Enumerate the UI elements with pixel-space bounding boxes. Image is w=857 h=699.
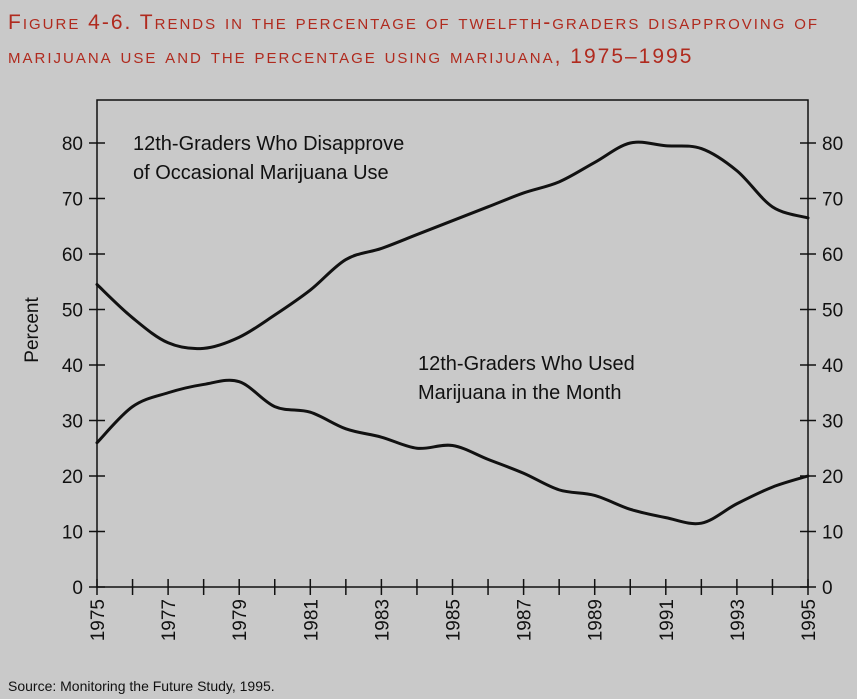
right-y-tick-label: 20	[822, 467, 843, 488]
y-axis-title: Percent	[22, 297, 43, 363]
left-y-tick-label: 50	[62, 301, 83, 322]
x-tick-label: 1987	[515, 599, 536, 641]
right-y-axis: 0 10 20 30 40 50 60 70 80	[800, 134, 843, 599]
left-y-tick-label: 10	[62, 523, 83, 544]
x-tick-label: 1993	[728, 599, 749, 641]
right-y-tick-label: 0	[822, 578, 833, 599]
right-y-tick-label: 30	[822, 412, 843, 433]
x-tick-label: 1975	[88, 599, 109, 641]
left-y-axis: 0 10 20 30 40 50 60 70 80	[62, 134, 105, 599]
left-y-tick-label: 0	[72, 578, 83, 599]
series-lines	[95, 140, 810, 526]
x-axis: 1975 1977 1979 1981 1983 1985 1987 1989 1991 1993…	[88, 579, 820, 641]
left-y-tick-label: 80	[62, 134, 83, 155]
x-tick-label: 1985	[444, 599, 465, 641]
used-series-line	[95, 378, 810, 526]
series-annotation-line: 12th-Graders Who Used	[418, 353, 635, 375]
right-y-tick-label: 10	[822, 523, 843, 544]
left-y-tick-label: 40	[62, 356, 83, 377]
x-tick-label: 1995	[799, 599, 820, 641]
right-y-tick-label: 50	[822, 301, 843, 322]
right-y-tick-label: 60	[822, 245, 843, 266]
disapprove-series-line	[95, 140, 810, 351]
left-y-tick-label: 60	[62, 245, 83, 266]
left-y-tick-label: 30	[62, 412, 83, 433]
x-tick-label: 1981	[301, 599, 322, 641]
left-y-tick-label: 20	[62, 467, 83, 488]
left-y-tick-label: 70	[62, 190, 83, 211]
source-note: Source: Monitoring the Future Study, 199…	[8, 678, 275, 694]
right-y-tick-label: 40	[822, 356, 843, 377]
x-tick-label: 1983	[372, 599, 393, 641]
right-y-tick-label: 80	[822, 134, 843, 155]
series-annotation-line: 12th-Graders Who Disapprove	[133, 133, 404, 155]
x-tick-label: 1979	[230, 599, 251, 641]
x-tick-label: 1989	[586, 599, 607, 641]
series-annotation-line: Marijuana in the Month	[418, 382, 621, 404]
right-y-tick-label: 70	[822, 190, 843, 211]
series-annotation-line: of Occasional Marijuana Use	[133, 162, 389, 184]
series-annotations: 12th-Graders Who Disapprove of Occasional…	[133, 133, 635, 404]
x-tick-label: 1977	[159, 599, 180, 641]
x-tick-label: 1991	[657, 599, 678, 641]
figure-title: Figure 4-6. Trends in the percentage of …	[8, 11, 820, 68]
